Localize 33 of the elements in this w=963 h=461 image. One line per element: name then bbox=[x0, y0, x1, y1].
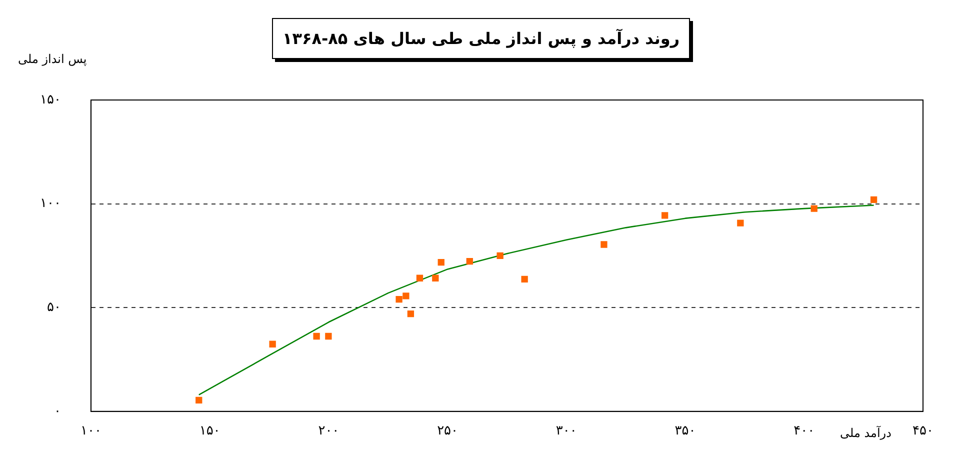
x-tick-label: ۱۰۰ bbox=[80, 424, 102, 439]
point bbox=[313, 332, 320, 340]
point bbox=[600, 241, 608, 248]
x-tick-label: ۳۵۰ bbox=[674, 424, 696, 439]
point bbox=[407, 310, 414, 318]
y-axis-title: پس انداز ملی bbox=[18, 52, 87, 66]
y-tick-label: ۱۵۰ bbox=[40, 92, 61, 108]
point bbox=[416, 274, 424, 282]
point bbox=[432, 274, 439, 282]
point bbox=[737, 220, 744, 226]
y-tick-label: ۵۰ bbox=[46, 300, 61, 315]
x-tick-label: ۲۵۰ bbox=[437, 424, 458, 439]
x-axis-title: درآمد ملی bbox=[840, 426, 892, 440]
x-tick-label: ۴۰۰ bbox=[794, 424, 815, 439]
point bbox=[196, 396, 202, 404]
x-tick-label: ۲۰۰ bbox=[318, 424, 340, 439]
chart-title: روند درآمد و پس انداز ملی طی سال های ۸۵-۱۳۶۸ bbox=[272, 18, 690, 59]
point bbox=[496, 252, 504, 260]
point bbox=[810, 205, 818, 212]
y-tick-label: ۰ bbox=[54, 404, 61, 419]
point bbox=[396, 296, 402, 303]
point bbox=[325, 332, 332, 340]
point bbox=[521, 276, 528, 282]
y-tick-label: ۱۰۰ bbox=[40, 196, 61, 212]
point bbox=[466, 258, 473, 265]
x-tick-label: ۴۵۰ bbox=[912, 424, 934, 439]
point bbox=[662, 212, 668, 219]
point bbox=[402, 292, 410, 300]
point bbox=[269, 340, 276, 348]
point bbox=[438, 259, 444, 266]
x-tick-label: ۳۰۰ bbox=[556, 424, 577, 439]
point bbox=[870, 196, 878, 203]
x-tick-label: ۱۵۰ bbox=[199, 424, 220, 439]
